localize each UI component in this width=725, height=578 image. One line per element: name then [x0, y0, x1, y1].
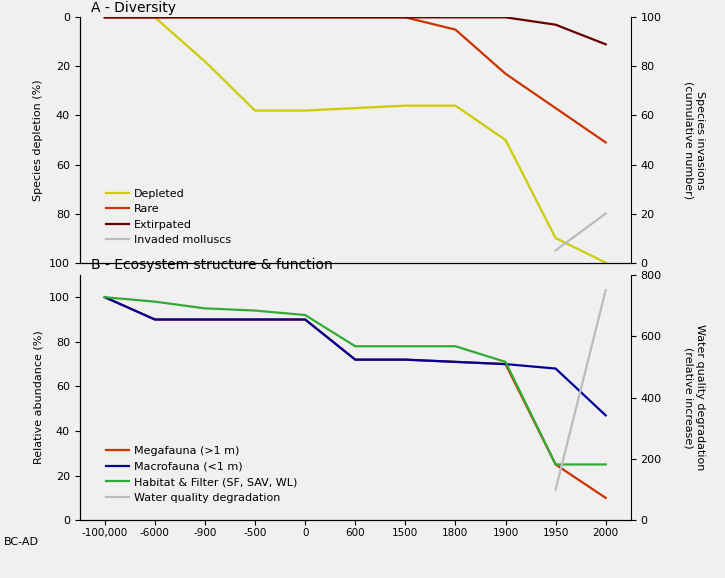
Legend: Depleted, Rare, Extirpated, Invaded molluscs: Depleted, Rare, Extirpated, Invaded moll…	[102, 184, 236, 250]
Text: B - Ecosystem structure & function: B - Ecosystem structure & function	[91, 258, 333, 272]
Y-axis label: Relative abundance (%): Relative abundance (%)	[33, 331, 44, 465]
Y-axis label: Species depletion (%): Species depletion (%)	[33, 79, 44, 201]
Y-axis label: Species invasions
(cumulative number): Species invasions (cumulative number)	[684, 81, 705, 199]
Text: BC-AD: BC-AD	[4, 537, 38, 547]
Legend: Megafauna (>1 m), Macrofauna (<1 m), Habitat & Filter (SF, SAV, WL), Water quali: Megafauna (>1 m), Macrofauna (<1 m), Hab…	[102, 442, 302, 507]
Y-axis label: Water quality degradation
(relative increase): Water quality degradation (relative incr…	[684, 324, 705, 470]
Text: A - Diversity: A - Diversity	[91, 1, 175, 15]
